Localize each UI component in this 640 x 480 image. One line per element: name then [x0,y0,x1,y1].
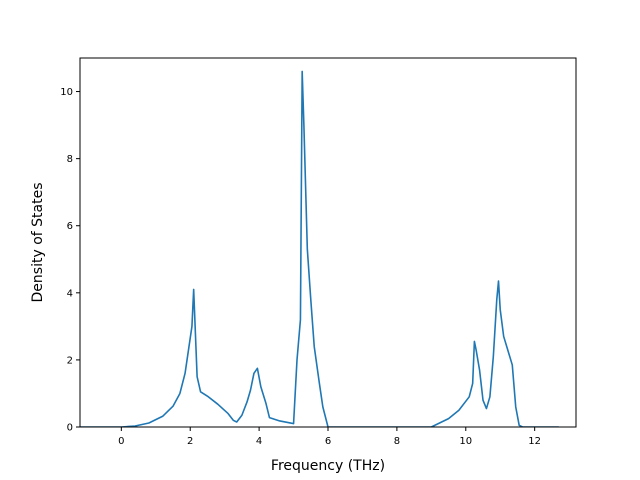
x-tick-label: 6 [325,436,331,447]
y-axis-ticks: 0 2 4 6 8 10 [60,87,80,434]
x-tick-label: 2 [187,436,193,447]
x-tick-label: 0 [118,436,124,447]
x-tick-label: 12 [528,436,541,447]
axes-frame [79,57,577,428]
y-tick-label: 4 [67,288,73,299]
x-tick-label: 8 [394,436,400,447]
y-tick-label: 6 [67,221,73,232]
y-tick-label: 2 [67,355,73,366]
y-tick-label: 10 [60,87,73,98]
y-axis-label: Density of States [30,183,46,303]
plot-area [80,70,559,427]
x-axis-label: Frequency (THz) [271,458,385,474]
y-tick-label: 0 [67,423,73,434]
x-axis-ticks: 0 2 4 6 8 10 12 [118,427,541,447]
dos-series-line [80,70,559,427]
x-tick-label: 10 [459,436,472,447]
y-tick-label: 8 [67,154,73,165]
x-tick-label: 4 [256,436,262,447]
